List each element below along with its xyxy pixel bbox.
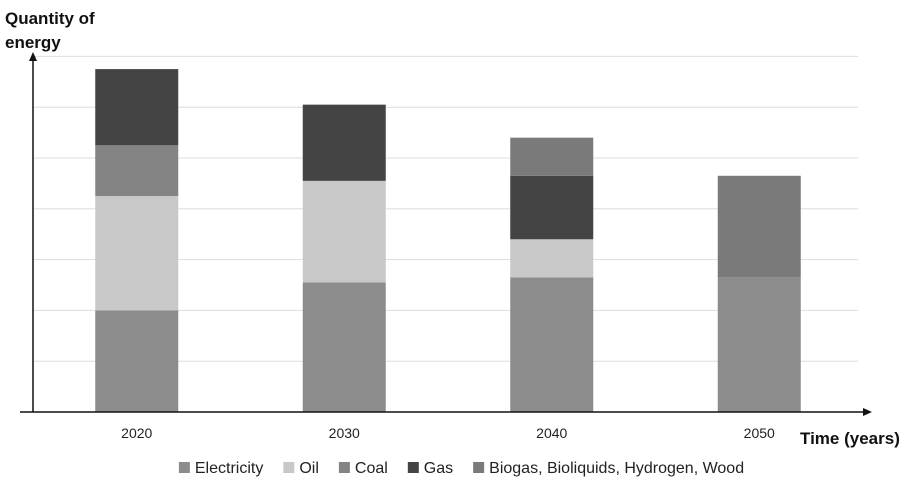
legend-swatch — [338, 462, 350, 473]
legend: Electricity Oil Coal Gas Biogas, Bioliquids,… — [178, 460, 744, 477]
axes — [20, 52, 872, 416]
bar-segment-gas-2030 — [302, 104, 386, 181]
bar-segment-electricity-2040 — [510, 277, 594, 412]
x-tick-label: 2040 — [536, 425, 567, 441]
y-axis-title-line1: Quantity of — [5, 9, 95, 28]
legend-label: Biogas, Bioliquids, Hydrogen, Wood — [489, 460, 744, 477]
legend-label: Oil — [299, 460, 319, 477]
legend-swatch — [283, 462, 295, 473]
legend-label: Electricity — [195, 460, 263, 477]
bar-segment-gas-2020 — [95, 69, 179, 146]
legend-swatch — [473, 462, 485, 473]
bar-segment-gas-2040 — [510, 175, 594, 240]
bar-segment-electricity-2020 — [95, 310, 179, 412]
bar-segment-electricity-2030 — [302, 282, 386, 412]
bar-segment-oil-2020 — [95, 196, 179, 311]
x-tick-label: 2030 — [329, 425, 360, 441]
legend-swatch — [178, 462, 190, 473]
x-axis-title: Time (years) — [800, 429, 900, 448]
legend-swatch — [407, 462, 419, 473]
bar-segment-biogas-bioliquids-hydrogen-wood-2050 — [717, 175, 801, 278]
x-tick-label: 2020 — [121, 425, 152, 441]
bar-segment-oil-2030 — [302, 180, 386, 283]
legend-label: Coal — [355, 460, 388, 477]
x-tick-label: 2050 — [744, 425, 775, 441]
bar-segment-biogas-bioliquids-hydrogen-wood-2040 — [510, 137, 594, 176]
bar-segment-coal-2020 — [95, 145, 179, 197]
bar-segment-electricity-2050 — [717, 277, 801, 412]
bars — [95, 69, 801, 412]
bar-segment-oil-2040 — [510, 239, 594, 278]
x-axis-arrow — [863, 408, 872, 416]
y-axis-title-line2: energy — [5, 33, 61, 52]
y-axis-arrow — [29, 52, 37, 61]
legend-label: Gas — [424, 460, 453, 477]
x-tick-labels: 2020 2030 2040 2050 — [121, 425, 775, 441]
